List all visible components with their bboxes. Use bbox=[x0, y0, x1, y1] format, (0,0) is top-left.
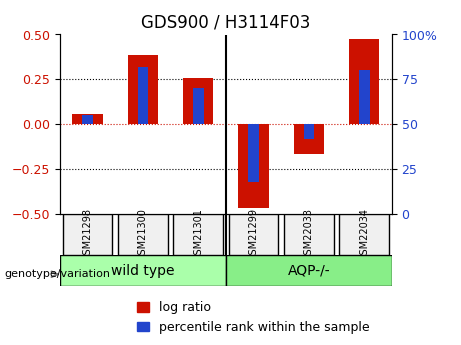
Bar bbox=[137, 67, 148, 124]
Title: GDS900 / H3114F03: GDS900 / H3114F03 bbox=[141, 13, 311, 31]
Bar bbox=[82, 115, 93, 124]
FancyBboxPatch shape bbox=[118, 214, 168, 255]
FancyBboxPatch shape bbox=[226, 255, 392, 286]
FancyBboxPatch shape bbox=[229, 214, 278, 255]
Bar bbox=[128, 55, 158, 124]
Text: GSM22033: GSM22033 bbox=[304, 208, 314, 261]
Bar bbox=[359, 70, 370, 124]
Text: GSM21300: GSM21300 bbox=[138, 208, 148, 261]
Text: GSM21301: GSM21301 bbox=[193, 208, 203, 261]
Bar bbox=[294, 124, 324, 154]
Text: wild type: wild type bbox=[111, 264, 175, 278]
FancyBboxPatch shape bbox=[173, 214, 223, 255]
Bar bbox=[248, 124, 259, 181]
Text: GSM21298: GSM21298 bbox=[83, 208, 93, 261]
FancyBboxPatch shape bbox=[60, 255, 226, 286]
Bar bbox=[238, 124, 269, 208]
Bar bbox=[193, 88, 204, 124]
Bar bbox=[183, 78, 213, 124]
Text: GSM22034: GSM22034 bbox=[359, 208, 369, 261]
Text: genotype/variation: genotype/variation bbox=[5, 269, 111, 279]
Legend: log ratio, percentile rank within the sample: log ratio, percentile rank within the sa… bbox=[132, 296, 375, 339]
Bar bbox=[72, 114, 103, 124]
FancyBboxPatch shape bbox=[339, 214, 389, 255]
FancyBboxPatch shape bbox=[63, 214, 112, 255]
Text: AQP-/-: AQP-/- bbox=[288, 264, 330, 278]
Bar bbox=[349, 39, 379, 124]
Text: GSM21299: GSM21299 bbox=[248, 208, 259, 261]
FancyBboxPatch shape bbox=[284, 214, 334, 255]
Bar bbox=[303, 124, 314, 139]
